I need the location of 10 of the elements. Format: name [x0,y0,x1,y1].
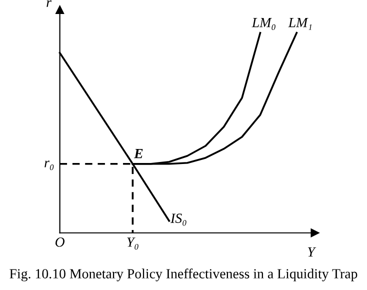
y-axis-title: r [46,0,52,7]
annotation: E [134,149,143,158]
x-tick-label: Y₀ [127,238,138,250]
series-label: LM₁ [288,18,312,30]
x-tick-label: O [56,237,65,247]
series-label: LM₀ [252,18,276,30]
text: r₀ [44,160,54,170]
x-axis-title: Y [308,247,316,256]
series-label: IS₀ [170,214,186,226]
caption: Fig. 10.10 Monetary Policy Ineffectiveness in a Liquidity Trap [10,268,358,282]
